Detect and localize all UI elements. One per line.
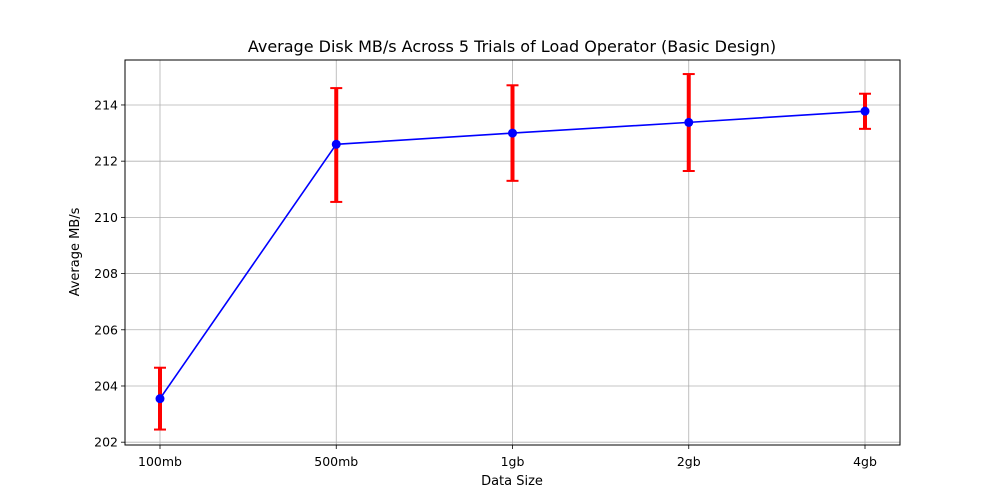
data-point <box>331 139 341 149</box>
x-axis-label: Data Size <box>481 474 543 489</box>
x-tick-label: 100mb <box>138 454 182 469</box>
chart-title: Average Disk MB/s Across 5 Trials of Loa… <box>248 37 776 56</box>
data-point <box>155 394 165 404</box>
x-tick-label: 2gb <box>677 454 701 469</box>
y-tick-label: 202 <box>94 435 118 450</box>
y-tick-label: 208 <box>94 266 118 281</box>
y-axis: 202 204 206 208 210 212 214 <box>94 97 125 450</box>
data-point <box>508 128 517 138</box>
data-point <box>860 106 870 116</box>
x-tick-label: 1gb <box>501 454 525 469</box>
x-tick-label: 500mb <box>314 454 358 469</box>
data-point <box>684 117 694 127</box>
y-axis-label: Average MB/s <box>68 207 83 296</box>
x-axis: 100mb 500mb 1gb 2gb 4gb <box>138 445 877 469</box>
y-tick-label: 212 <box>94 154 118 169</box>
y-tick-label: 204 <box>94 378 118 393</box>
y-tick-label: 206 <box>94 322 118 337</box>
data-series <box>155 106 870 404</box>
x-tick-label: 4gb <box>853 454 877 469</box>
y-tick-label: 214 <box>94 97 118 112</box>
y-tick-label: 210 <box>94 210 118 225</box>
